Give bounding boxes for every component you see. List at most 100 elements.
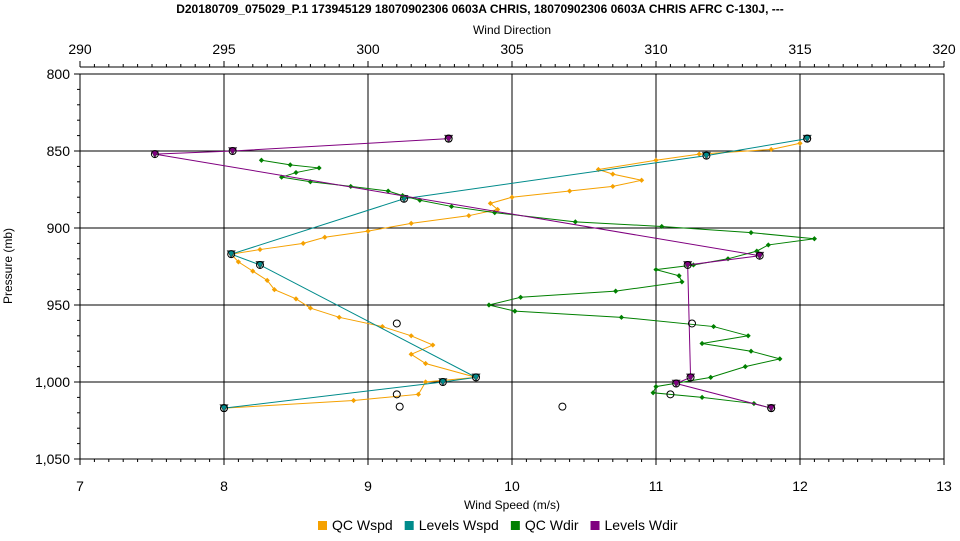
data-point-reference-points: [558, 402, 567, 411]
data-point-qc-wdir: [650, 390, 656, 396]
legend-item-qc-wspd: QC Wspd: [318, 517, 393, 533]
bottom-tick-label: 7: [76, 478, 84, 494]
series-line-qc-wspd: [223, 142, 801, 409]
data-point-qc-wdir: [486, 302, 492, 308]
data-point-qc-wdir: [316, 165, 322, 171]
left-tick-label: 950: [47, 297, 71, 313]
data-point-qc-wdir: [708, 374, 714, 380]
legend-item-qc-wdir: QC Wdir: [510, 517, 579, 533]
data-point-qc-wdir: [742, 364, 748, 370]
data-point-qc-wspd: [610, 171, 616, 177]
data-point-qc-wdir: [745, 333, 751, 339]
left-axis-label: Pressure (mb): [1, 228, 15, 304]
data-point-qc-wdir: [777, 356, 783, 362]
data-point-qc-wdir: [676, 273, 682, 279]
data-point-qc-wspd: [423, 379, 429, 385]
data-point-qc-wdir: [385, 188, 391, 194]
data-point-qc-wdir: [690, 262, 697, 268]
bottom-tick-label: 12: [792, 478, 808, 494]
top-tick-label: 320: [932, 41, 956, 57]
data-point-qc-wspd: [423, 360, 429, 367]
endpoint-marker-levels-wdir: [767, 404, 776, 413]
left-tick-label: 1,000: [35, 374, 70, 390]
left-tick-label: 900: [47, 220, 71, 236]
data-point-qc-wdir: [765, 242, 771, 248]
series-levels-wspd: [219, 134, 812, 413]
left-tick-label: 1,050: [35, 451, 70, 467]
data-point-reference-points: [666, 390, 675, 399]
series-line-qc-wdir: [261, 159, 815, 409]
grid-lines: [80, 74, 944, 459]
top-tick-label: 315: [788, 41, 812, 57]
data-point-qc-wspd: [495, 206, 501, 213]
data-point-qc-wdir: [748, 348, 754, 354]
data-point-qc-wspd: [365, 228, 371, 234]
legend-label-levels-wdir: Levels Wdir: [605, 517, 678, 533]
axis-ticks: 7 8 9 10 11 12 13 800 850 900 950 1,000 1,050 290 295 3…: [35, 41, 956, 494]
data-point-qc-wspd: [300, 240, 306, 246]
data-point-qc-wdir: [659, 223, 665, 230]
top-tick-label: 310: [644, 41, 668, 57]
data-point-qc-wdir: [725, 256, 731, 262]
data-point-qc-wspd: [415, 391, 421, 397]
data-point-qc-wdir: [572, 219, 578, 225]
bottom-tick-label: 8: [220, 478, 228, 494]
data-point-qc-wdir: [287, 162, 293, 168]
data-point-qc-wdir: [811, 236, 817, 242]
data-point-levels-wspd-ring: [438, 378, 447, 386]
series-levels-wdir: [150, 134, 776, 413]
data-point-qc-wdir: [348, 183, 354, 190]
bottom-tick-label: 11: [649, 478, 664, 494]
data-point-qc-wspd: [487, 200, 493, 206]
data-point-qc-wspd: [257, 246, 263, 253]
data-point-qc-wdir: [699, 340, 705, 347]
data-point-qc-wdir: [618, 314, 625, 320]
data-point-levels-wspd-ring: [472, 373, 480, 382]
legend-label-levels-wspd: Levels Wspd: [419, 517, 499, 533]
data-point-qc-wspd: [610, 183, 616, 190]
data-point-qc-wspd: [567, 188, 573, 194]
data-point-qc-wspd: [271, 287, 277, 293]
legend-swatch-qc-wspd: [318, 521, 327, 530]
data-point-qc-wspd: [307, 305, 313, 311]
data-point-reference-points: [395, 402, 404, 411]
data-point-qc-wspd: [408, 333, 414, 339]
legend-label-qc-wdir: QC Wdir: [525, 517, 579, 533]
legend-label-qc-wspd: QC Wspd: [332, 517, 393, 533]
bottom-axis-label: Wind Speed (m/s): [464, 498, 560, 512]
legend-item-levels-wspd: Levels Wspd: [404, 517, 499, 533]
data-point-reference-points: [688, 319, 696, 328]
data-point-qc-wspd: [250, 268, 256, 274]
data-point-levels-wdir-ring: [686, 373, 695, 382]
data-point-levels-wspd-ring: [227, 250, 236, 259]
data-point-levels-wdir-ring: [150, 150, 159, 159]
data-point-levels-wdir-ring: [755, 251, 764, 260]
data-point-levels-wdir-ring: [683, 260, 692, 269]
data-point-qc-wdir: [518, 294, 524, 300]
data-point-qc-wspd: [797, 140, 803, 146]
data-point-qc-wspd: [293, 296, 299, 302]
left-tick-label: 850: [47, 143, 71, 159]
data-point-levels-wspd-ring: [256, 260, 264, 269]
data-point-qc-wdir: [748, 230, 754, 236]
data-point-qc-wspd: [639, 177, 645, 183]
series-layer: [150, 134, 817, 413]
data-point-qc-wspd: [653, 157, 659, 163]
legend-item-levels-wdir: Levels Wdir: [590, 517, 678, 533]
series-qc-wdir: [258, 157, 817, 411]
endpoint-marker-levels-wspd: [220, 404, 228, 413]
top-tick-label: 305: [500, 41, 524, 57]
bottom-tick-label: 10: [504, 478, 520, 494]
data-point-qc-wspd: [408, 351, 414, 357]
data-point-qc-wdir: [258, 157, 265, 163]
data-point-qc-wdir: [613, 288, 619, 294]
legend: QC Wspd Levels Wspd QC Wdir Levels Wdir: [318, 517, 678, 533]
data-point-qc-wdir: [307, 179, 313, 185]
data-point-qc-wdir: [293, 169, 299, 176]
data-point-qc-wspd: [235, 259, 241, 265]
top-tick-label: 295: [212, 41, 236, 57]
top-axis-label: Wind Direction: [473, 23, 551, 37]
series-line-levels-wspd: [223, 138, 808, 409]
bottom-tick-label: 9: [364, 478, 372, 494]
